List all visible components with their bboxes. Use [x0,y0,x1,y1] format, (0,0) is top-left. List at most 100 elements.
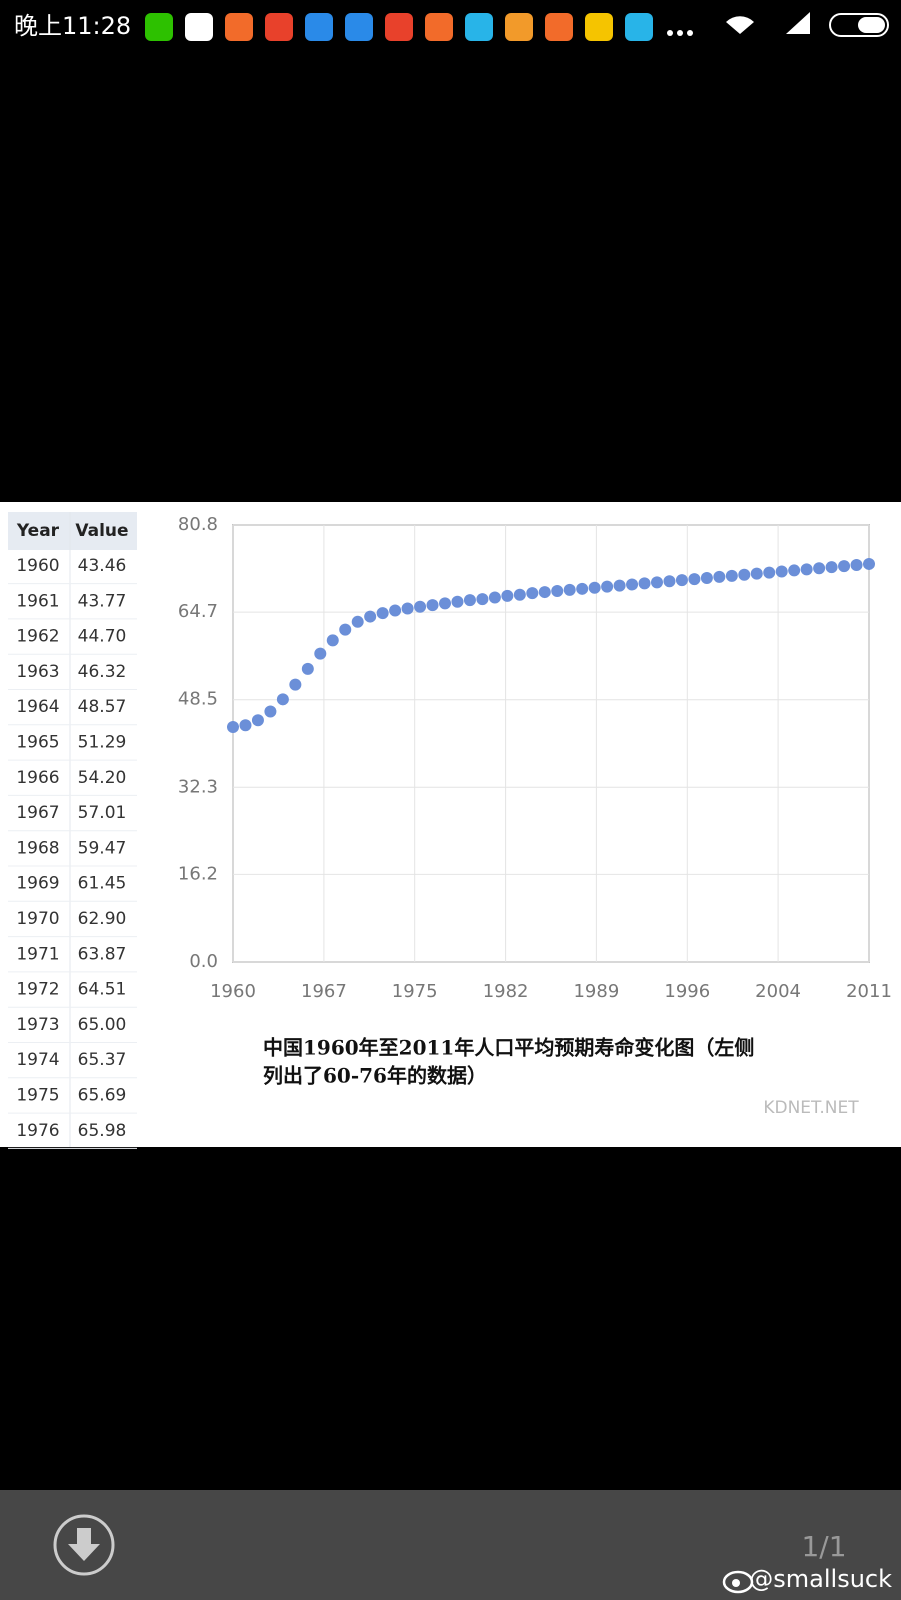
data-point [551,584,564,597]
table-cell: 48.57 [78,697,127,717]
plot: 0.0 16.2 32.3 48.5 64.7 80.8 1960 1967 1975 1982 1… [178,514,892,1002]
table-cell: 65.98 [78,1121,127,1141]
y-tick-label: 32.3 [178,776,218,797]
table-header: Value [75,521,128,541]
data-point [326,634,339,647]
table-header: Year [16,521,60,541]
table-cell: 1971 [16,944,59,964]
table-cell: 1962 [16,627,59,647]
data-point [314,647,327,660]
table-cell: 65.00 [78,1015,127,1035]
table-cell: 1975 [16,1086,59,1106]
data-point [601,580,614,593]
data-point [800,563,813,576]
data-point [538,586,551,599]
y-tick-label: 64.7 [178,601,218,622]
data-point [501,589,514,602]
data-point [376,607,389,620]
data-point [863,557,875,570]
data-point [264,705,277,718]
x-tick-label: 1967 [301,981,347,1002]
data-point [351,615,364,628]
table-cell: 63.87 [78,944,127,964]
data-point [563,583,576,596]
table-cell: 1963 [16,662,59,682]
table-cell: 1961 [16,591,59,611]
data-point [675,574,688,587]
data-point [339,623,352,636]
credit: @smallsuck [749,1565,892,1593]
x-tick-label: 2004 [755,981,801,1002]
data-point [763,566,776,579]
caption-line: 中国1960年至2011年人口平均预期寿命变化图（左侧 [263,1036,754,1060]
y-tick-label: 80.8 [178,514,218,535]
table-cell: 44.70 [78,627,127,647]
data-point [227,720,239,733]
data-point [588,581,601,594]
status-icons [145,12,889,41]
table-cell: 54.20 [78,768,127,788]
table-cell: 1960 [16,556,59,576]
table-cell: 43.46 [78,556,127,576]
plot-frame [232,524,870,963]
data-point [364,610,377,623]
data-point [663,575,676,588]
data-point [626,578,639,591]
table-cell: 1970 [16,909,59,929]
table-cell: 59.47 [78,838,127,858]
table-cell: 62.90 [78,909,127,929]
x-tick-label: 1960 [210,981,256,1002]
table-cell: 65.69 [78,1086,127,1106]
x-tick-label: 2011 [846,981,892,1002]
data-point [825,561,838,574]
data-point [401,602,414,615]
table-cell: 1973 [16,1015,59,1035]
data-point [439,597,451,610]
data-point [389,604,402,617]
caption-line: 列出了60-76年的数据） [263,1064,487,1088]
data-point [526,587,539,600]
data-point [426,599,439,612]
data-point [738,568,751,581]
page-indicator: 1/1 [801,1530,846,1563]
data-point [613,579,626,592]
data-point [576,582,589,595]
data-point [700,572,713,585]
x-tick-label: 1996 [664,981,710,1002]
data-point [838,560,851,573]
data-point [239,719,252,732]
table-cell: 64.51 [78,980,127,1000]
download-button[interactable] [53,1514,115,1576]
data-point [276,693,289,706]
weibo-icon [722,1570,754,1594]
x-tick-label: 1982 [483,981,529,1002]
table-cell: 57.01 [78,803,127,823]
table-cell: 1974 [16,1050,59,1070]
table-header-bg [8,512,137,550]
data-point [788,564,801,577]
data-point [651,576,663,589]
data-point [850,559,863,572]
status-time: 晚上11:28 [14,12,131,40]
table-cell: 1964 [16,697,59,717]
data-point [688,573,701,586]
table-cell: 1969 [16,874,59,894]
table-cell: 1966 [16,768,59,788]
data-point [476,593,489,606]
data-point [713,570,726,583]
data-point [813,562,826,575]
table-cell: 1968 [16,838,59,858]
y-tick-label: 48.5 [178,689,218,710]
data-point [251,714,264,727]
watermark-site: KDNET.NET [763,1098,859,1118]
table-cell: 43.77 [78,591,127,611]
data-point [289,678,302,691]
table-cell: 46.32 [78,662,127,682]
table-cell: 65.37 [78,1050,127,1070]
table-cell: 1967 [16,803,59,823]
data-point [451,595,464,608]
data-point [513,588,526,601]
data-point [775,565,788,578]
